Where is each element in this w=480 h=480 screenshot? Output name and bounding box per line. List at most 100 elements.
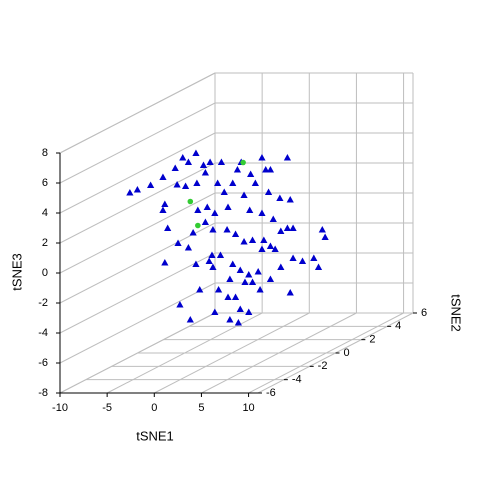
point bbox=[251, 179, 259, 186]
point bbox=[203, 203, 211, 210]
point bbox=[126, 189, 134, 196]
point bbox=[266, 242, 275, 249]
z-tick-label: -6 bbox=[38, 357, 48, 369]
point bbox=[276, 194, 284, 201]
point bbox=[214, 179, 222, 186]
point bbox=[186, 316, 194, 323]
y-tick-label: -2 bbox=[318, 360, 328, 372]
point bbox=[231, 230, 240, 237]
point bbox=[199, 161, 208, 168]
point bbox=[260, 236, 268, 243]
point bbox=[211, 308, 219, 315]
z-tick-label: 8 bbox=[42, 147, 48, 159]
x-tick-label: -5 bbox=[102, 402, 112, 414]
point bbox=[321, 233, 329, 240]
grid-line bbox=[59, 252, 216, 334]
point bbox=[264, 188, 273, 195]
point bbox=[159, 173, 167, 180]
point bbox=[286, 289, 294, 296]
point bbox=[241, 278, 249, 285]
x-tick-label: 5 bbox=[198, 402, 204, 414]
z-tick-label: 6 bbox=[42, 177, 48, 189]
point bbox=[216, 251, 225, 258]
point bbox=[240, 191, 248, 198]
point bbox=[289, 254, 297, 261]
point bbox=[184, 244, 193, 251]
y-axis-label: tSNE2 bbox=[449, 294, 464, 332]
point bbox=[286, 196, 294, 203]
point bbox=[196, 286, 204, 293]
point bbox=[246, 206, 254, 213]
y-tick-label: 2 bbox=[369, 334, 375, 346]
point bbox=[224, 203, 232, 210]
point bbox=[248, 236, 257, 243]
point bbox=[189, 229, 197, 236]
point bbox=[289, 224, 297, 231]
point bbox=[266, 166, 275, 173]
point bbox=[226, 275, 234, 282]
point bbox=[277, 227, 285, 234]
point bbox=[262, 166, 270, 173]
y-tick-label: -6 bbox=[266, 387, 276, 399]
z-axis-label: tSNE3 bbox=[9, 253, 24, 291]
box-edge bbox=[59, 72, 216, 154]
point bbox=[192, 149, 200, 156]
point bbox=[277, 263, 285, 270]
y-tick-label: 0 bbox=[344, 347, 350, 359]
grid-line bbox=[59, 162, 216, 244]
point bbox=[159, 206, 167, 213]
point bbox=[229, 179, 237, 186]
z-tick-label: -2 bbox=[38, 297, 48, 309]
x-tick-label: 10 bbox=[242, 402, 254, 414]
point bbox=[201, 169, 209, 176]
point bbox=[133, 186, 142, 193]
point bbox=[209, 263, 217, 270]
point bbox=[271, 245, 279, 252]
grid-line bbox=[59, 132, 216, 214]
point bbox=[195, 222, 201, 229]
grid-line bbox=[59, 102, 216, 184]
point bbox=[217, 158, 226, 165]
point bbox=[205, 257, 213, 264]
point bbox=[173, 181, 181, 188]
z-tick-label: -4 bbox=[38, 327, 48, 339]
z-tick-label: -8 bbox=[38, 387, 48, 399]
point bbox=[245, 308, 253, 315]
x-tick-label: -10 bbox=[52, 402, 68, 414]
point bbox=[236, 305, 244, 312]
point bbox=[206, 158, 214, 165]
point bbox=[258, 245, 266, 252]
point bbox=[147, 181, 155, 188]
grid-line bbox=[59, 222, 216, 304]
z-tick-label: 4 bbox=[42, 207, 48, 219]
x-axis-label: tSNE1 bbox=[136, 428, 174, 443]
point bbox=[314, 263, 323, 270]
point bbox=[171, 164, 179, 171]
point bbox=[211, 209, 219, 216]
point bbox=[318, 226, 326, 233]
z-tick-label: 2 bbox=[42, 237, 48, 249]
point bbox=[209, 226, 217, 233]
point bbox=[254, 268, 262, 275]
grid-line bbox=[59, 192, 216, 274]
point bbox=[298, 257, 307, 264]
point bbox=[256, 286, 264, 293]
y-tick-label: 6 bbox=[421, 307, 427, 319]
point bbox=[179, 154, 187, 161]
point bbox=[193, 179, 201, 186]
point bbox=[248, 278, 257, 285]
point bbox=[240, 159, 246, 166]
point bbox=[266, 275, 275, 282]
point bbox=[236, 266, 244, 273]
point bbox=[176, 301, 184, 308]
y-tick-label: -4 bbox=[292, 374, 302, 386]
point bbox=[174, 239, 182, 246]
point bbox=[229, 260, 237, 267]
point bbox=[240, 238, 248, 245]
point bbox=[194, 206, 202, 213]
point bbox=[181, 182, 190, 189]
point bbox=[184, 158, 193, 165]
point bbox=[283, 154, 292, 161]
